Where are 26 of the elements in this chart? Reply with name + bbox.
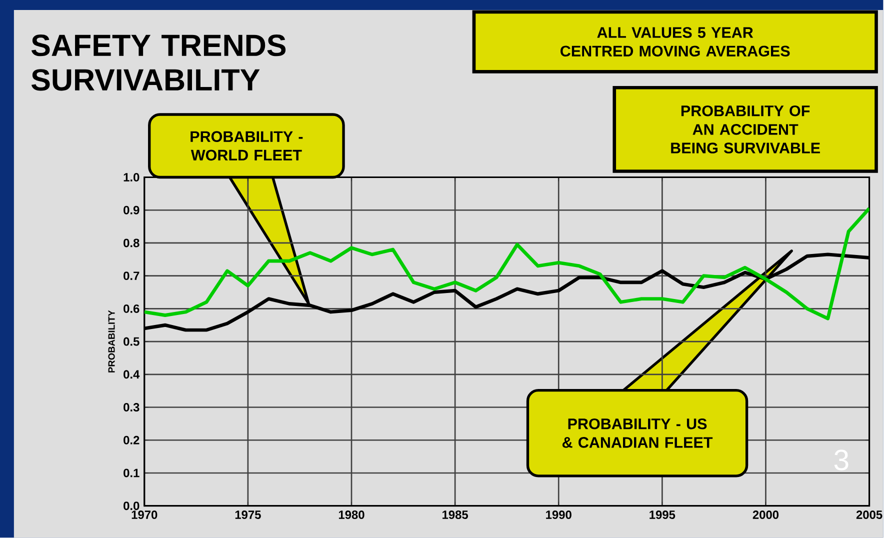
line-series (144, 206, 870, 320)
text: ALL VALUES 5 YEAR CENTRED MOVING AVERAGES (560, 27, 790, 57)
x-tick-label: 2000 (752, 510, 779, 520)
y-tick-label: 0.0 (124, 502, 140, 510)
text: PROBABILITY - WORLD FLEET (190, 131, 303, 161)
y-tick-label: 0.7 (124, 272, 140, 280)
annotation: PROBABILITY - US & CANADIAN FLEET (562, 418, 713, 448)
x-tick-label: 2005 (856, 510, 882, 520)
y-tick-label: 0.5 (124, 337, 140, 346)
y-tick-label: 0.1 (124, 468, 140, 478)
y-tick-label: 0.4 (124, 370, 140, 379)
x-tick-label: 1980 (338, 510, 364, 520)
y-tick-label: 0.8 (124, 238, 140, 248)
x-tick-label: 1990 (546, 510, 572, 520)
x-tick-label: 1975 (235, 510, 261, 520)
y-tick-label: 0.6 (124, 304, 140, 314)
chart-title: SAFETY TRENDS SURVIVABILITY (31, 34, 286, 91)
y-tick-label: 0.3 (124, 403, 140, 412)
x-tick-label: 1995 (650, 510, 676, 520)
y-axis-title: PROBABILITY (108, 310, 115, 373)
y-tick-label: 0.2 (124, 436, 140, 444)
x-tick-label: 1970 (132, 510, 158, 520)
text: PROBABILITY OF AN ACCIDENT BEING SURVIVABLE (671, 106, 820, 154)
x-tick-label: 1985 (442, 510, 468, 520)
y-tick-label: 1.0 (124, 173, 140, 182)
y-tick-label: 0.9 (124, 206, 140, 214)
